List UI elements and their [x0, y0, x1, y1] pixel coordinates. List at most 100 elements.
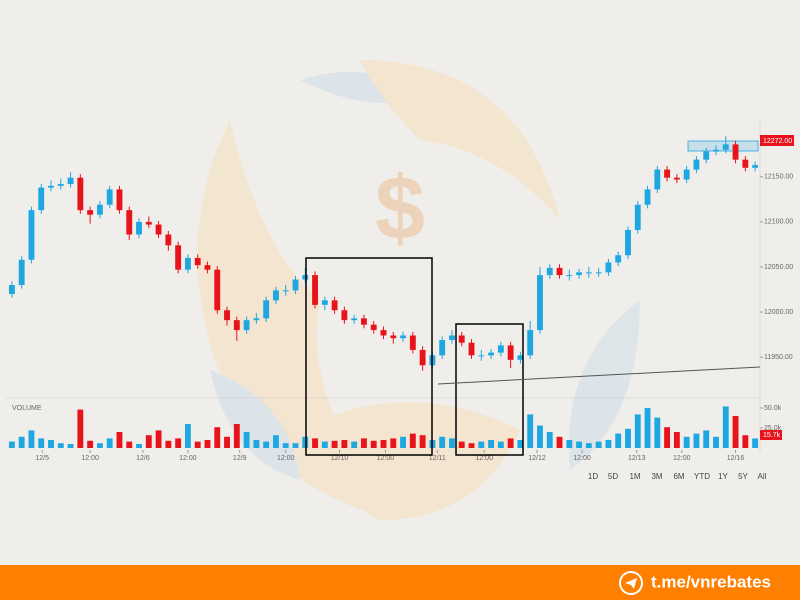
volume-bar — [556, 436, 563, 448]
volume-bar — [351, 441, 358, 448]
candle-body — [370, 324, 377, 331]
x-tick-label: 12:00 — [573, 455, 591, 462]
candle-body — [380, 330, 387, 336]
candle-body — [488, 352, 495, 356]
candle-body — [96, 204, 103, 215]
volume-bar — [390, 438, 397, 448]
volume-bar — [576, 441, 583, 448]
candle-body — [8, 285, 15, 295]
range-button[interactable]: 1M — [629, 472, 640, 481]
candle-body — [28, 210, 35, 260]
volume-bar — [106, 438, 113, 448]
candle-body — [634, 204, 641, 230]
range-button[interactable]: 6M — [673, 472, 684, 481]
candle-body — [77, 177, 84, 211]
volume-bar — [96, 443, 103, 448]
candle-body — [693, 159, 700, 170]
candle-body — [419, 349, 426, 366]
volume-bar — [214, 427, 221, 448]
volume-bar — [478, 441, 485, 448]
x-tick-label: 12/13 — [628, 455, 646, 462]
candle-body — [126, 210, 133, 235]
range-button[interactable]: 5D — [608, 472, 618, 481]
volume-tick-label: 25.0k — [764, 425, 782, 432]
candle-body — [585, 272, 592, 274]
volume-bar — [458, 441, 465, 448]
volume-bar — [18, 436, 25, 448]
candle-body — [703, 151, 710, 160]
volume-bar — [341, 440, 348, 448]
volume-bar — [683, 436, 690, 448]
range-button[interactable]: 1Y — [718, 472, 728, 481]
candle-body — [664, 169, 671, 178]
volume-bar — [165, 440, 172, 448]
candle-body — [116, 189, 123, 211]
candle-body — [321, 300, 328, 305]
volume-bar — [126, 441, 133, 448]
price-tag: 12272.00 — [763, 138, 792, 145]
range-button[interactable]: 1D — [588, 472, 598, 481]
x-tick-label: 12:00 — [277, 455, 295, 462]
volume-bar — [194, 441, 201, 448]
candle-body — [48, 185, 54, 188]
x-tick-label: 12:00 — [81, 455, 99, 462]
candle-body — [204, 265, 211, 270]
x-tick-label: 12:00 — [475, 455, 493, 462]
volume-bar — [419, 435, 426, 448]
y-tick-label: 11950.00 — [764, 354, 793, 361]
volume-bar — [654, 417, 661, 448]
candle-body — [233, 320, 240, 331]
range-button[interactable]: YTD — [694, 472, 710, 481]
y-tick-label: 12150.00 — [764, 174, 793, 181]
candle-body — [272, 290, 279, 301]
volume-bar — [634, 414, 641, 448]
candle-body — [67, 177, 74, 185]
candle-body — [683, 169, 690, 180]
volume-bar — [48, 440, 54, 448]
candle-body — [713, 149, 719, 152]
candle-body — [312, 275, 318, 305]
candle-body — [752, 165, 759, 168]
volume-bar — [331, 440, 338, 448]
x-tick-label: 12:00 — [377, 455, 395, 462]
range-button[interactable]: 5Y — [738, 472, 748, 481]
range-button[interactable]: 3M — [651, 472, 662, 481]
telegram-icon — [619, 571, 643, 595]
candle-body — [497, 345, 504, 353]
candle-body — [742, 159, 749, 168]
candle-body — [458, 335, 465, 343]
candle-body — [263, 300, 270, 319]
candle-body — [615, 255, 622, 263]
volume-bar — [224, 436, 230, 448]
candle-body — [605, 262, 612, 273]
volume-bar — [87, 440, 94, 448]
volume-bar — [664, 427, 671, 448]
volume-bar — [488, 440, 495, 448]
candle-body — [292, 279, 299, 291]
candle-body — [468, 342, 475, 356]
candle-body — [57, 184, 64, 186]
volume-bar — [605, 440, 612, 448]
footer-link[interactable]: t.me/vnrebates — [651, 572, 771, 591]
volume-bar — [204, 440, 211, 448]
candle-body — [175, 245, 182, 270]
candle-body — [282, 290, 289, 292]
price-tag-box — [760, 135, 794, 146]
candle-body — [654, 169, 661, 190]
volume-bar — [8, 441, 15, 448]
x-tick-label: 12/11 — [429, 455, 446, 462]
volume-bar — [722, 406, 729, 448]
candle-body — [732, 144, 739, 160]
volume-bar — [253, 440, 260, 448]
candle-body — [18, 259, 25, 285]
candle-body — [106, 189, 113, 205]
range-button[interactable]: All — [758, 472, 767, 481]
volume-bar — [546, 432, 553, 448]
volume-bar — [175, 438, 182, 448]
volume-label: VOLUME — [12, 405, 42, 412]
candle-body — [537, 275, 543, 331]
volume-tick-label: 50.0k — [764, 405, 782, 412]
candle-body — [625, 230, 631, 256]
volume-bar — [282, 443, 289, 448]
volume-bar — [439, 436, 446, 448]
